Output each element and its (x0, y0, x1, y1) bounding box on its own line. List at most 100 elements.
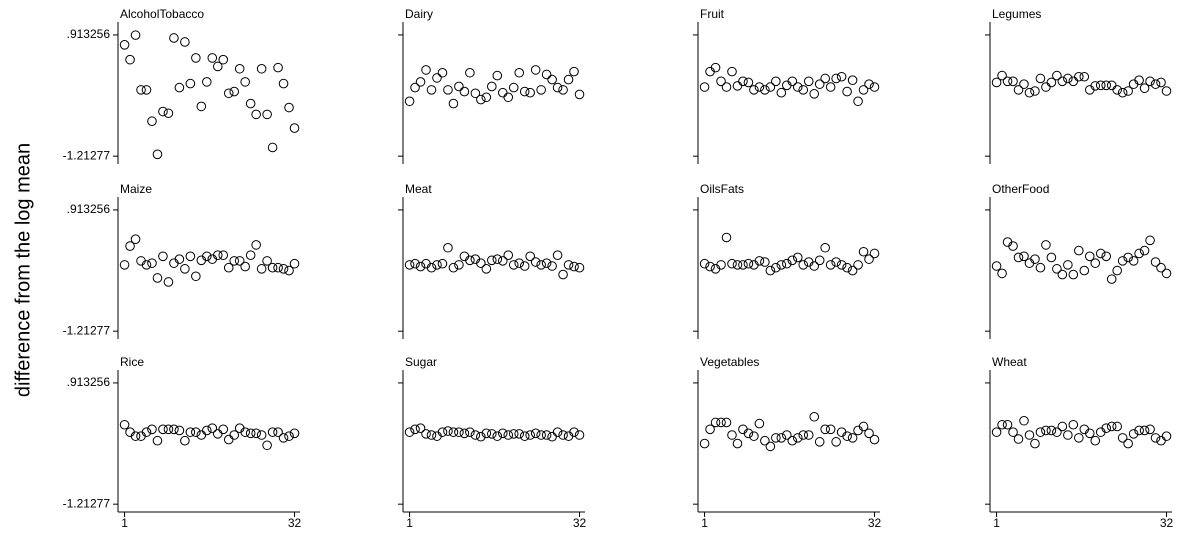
point (487, 255, 497, 266)
point (847, 75, 858, 85)
point (1030, 438, 1040, 449)
point (864, 79, 874, 89)
point (1035, 262, 1046, 273)
point (251, 240, 261, 250)
point (191, 53, 201, 63)
point (465, 67, 475, 78)
point (1002, 76, 1013, 87)
y-tick-label: .913256 (67, 27, 111, 41)
point (158, 106, 168, 117)
point (997, 419, 1007, 430)
point (765, 441, 776, 452)
point (1090, 258, 1101, 268)
point (1079, 265, 1090, 276)
point (705, 261, 715, 272)
point (174, 425, 185, 436)
point (1046, 252, 1057, 263)
point (547, 431, 557, 442)
point (831, 257, 841, 267)
point (289, 428, 300, 439)
point (130, 431, 141, 441)
point (229, 430, 240, 440)
point (1030, 86, 1040, 96)
point (858, 246, 869, 257)
point (820, 424, 830, 435)
point (1139, 245, 1150, 256)
point (699, 438, 710, 449)
point (525, 430, 535, 440)
point (481, 264, 492, 274)
point (1106, 274, 1117, 284)
point (1101, 423, 1112, 433)
point (825, 82, 836, 92)
point (163, 424, 174, 435)
point (410, 258, 420, 269)
point (776, 260, 787, 270)
point (705, 424, 715, 435)
point (218, 54, 229, 65)
point (245, 428, 256, 439)
point (492, 70, 503, 81)
point (782, 430, 792, 440)
point (792, 252, 803, 263)
point (223, 88, 234, 99)
point (1024, 430, 1035, 440)
point (415, 261, 426, 272)
point (503, 92, 514, 103)
point (809, 89, 820, 99)
point (202, 425, 212, 436)
point (1013, 252, 1024, 263)
point (743, 77, 754, 88)
point (525, 87, 535, 98)
point (240, 427, 250, 437)
point (147, 258, 157, 268)
y-axis-label: difference from the log mean (12, 143, 34, 397)
point (508, 429, 519, 439)
point (492, 431, 503, 441)
point (569, 427, 579, 437)
point (541, 258, 552, 268)
point (552, 82, 563, 93)
panel-title: Fruit (700, 7, 725, 21)
point (163, 108, 174, 119)
point (421, 429, 431, 439)
point (1074, 433, 1084, 443)
point (289, 123, 300, 133)
point (1052, 70, 1062, 81)
point (1145, 76, 1155, 87)
point (1134, 75, 1144, 85)
point (814, 79, 825, 89)
point (234, 63, 245, 74)
point (749, 431, 759, 441)
point (798, 260, 809, 270)
point (1112, 421, 1122, 432)
point (820, 73, 830, 84)
point (771, 433, 781, 443)
point (1095, 248, 1106, 259)
point (1046, 425, 1057, 436)
x-tick-label: 32 (1160, 516, 1174, 530)
point (229, 256, 240, 266)
point (180, 37, 190, 47)
point (421, 65, 431, 75)
point (141, 260, 152, 270)
point (497, 87, 508, 98)
point (710, 417, 721, 428)
x-tick-label: 32 (288, 516, 302, 530)
point (558, 269, 568, 280)
point (284, 431, 294, 441)
point (1161, 268, 1172, 279)
point (869, 434, 880, 445)
point (738, 76, 748, 87)
point (267, 262, 278, 273)
x-tick-label: 1 (701, 516, 708, 530)
point (141, 427, 152, 437)
panel-title: OilsFats (700, 182, 744, 196)
point (212, 429, 223, 439)
point (803, 76, 814, 87)
point (1123, 438, 1133, 449)
point (787, 255, 798, 266)
point (853, 96, 863, 107)
point (798, 85, 809, 95)
point (1095, 80, 1106, 91)
